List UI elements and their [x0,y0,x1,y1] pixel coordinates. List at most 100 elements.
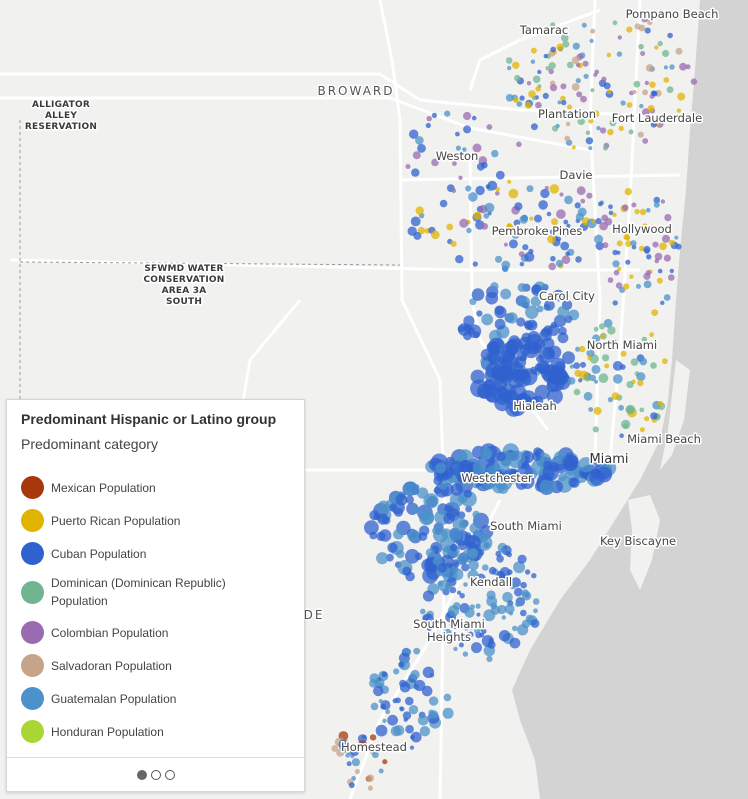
population-dot[interactable] [549,229,555,235]
population-dot[interactable] [472,510,481,519]
population-dot[interactable] [451,568,464,581]
population-dot[interactable] [625,405,634,414]
population-dot[interactable] [564,195,573,205]
population-dot[interactable] [598,323,606,330]
population-dot[interactable] [548,68,554,75]
population-dot[interactable] [457,590,462,595]
population-dot[interactable] [530,59,536,64]
population-dot[interactable] [455,131,460,137]
population-dot[interactable] [466,535,481,550]
population-dot[interactable] [548,262,556,271]
population-dot[interactable] [375,724,388,737]
population-dot[interactable] [562,40,570,48]
population-dot[interactable] [662,49,670,58]
population-dot[interactable] [366,774,375,782]
population-dot[interactable] [380,703,387,710]
population-dot[interactable] [410,735,415,740]
population-dot[interactable] [490,282,499,291]
population-dot[interactable] [419,726,431,737]
population-dot[interactable] [485,291,499,305]
population-dot[interactable] [642,89,649,96]
population-dot[interactable] [457,325,465,333]
population-dot[interactable] [543,53,548,59]
population-dot[interactable] [539,479,555,495]
population-dot[interactable] [496,570,505,579]
population-dot[interactable] [516,317,526,327]
population-dot[interactable] [657,400,663,406]
population-dot[interactable] [426,626,432,631]
population-dot[interactable] [530,47,537,54]
population-dot[interactable] [592,334,601,343]
population-dot[interactable] [509,637,521,649]
population-dot[interactable] [660,199,666,204]
population-dot[interactable] [429,710,439,719]
population-dot[interactable] [435,462,446,474]
population-dot[interactable] [506,312,518,324]
population-dot[interactable] [598,201,603,207]
population-dot[interactable] [618,404,624,411]
population-dot[interactable] [531,573,537,579]
population-dot[interactable] [608,204,613,210]
population-dot[interactable] [518,251,525,257]
population-dot[interactable] [464,625,469,631]
population-dot[interactable] [580,198,586,204]
population-dot[interactable] [540,327,551,338]
population-dot[interactable] [446,223,454,231]
population-dot[interactable] [395,549,405,559]
population-dot[interactable] [390,725,402,737]
population-dot[interactable] [585,130,591,136]
population-dot[interactable] [426,563,438,574]
population-dot[interactable] [505,400,522,417]
population-dot[interactable] [507,65,512,71]
population-dot[interactable] [596,126,601,131]
population-dot[interactable] [512,61,520,69]
population-dot[interactable] [413,647,421,655]
population-dot[interactable] [575,78,581,84]
population-dot[interactable] [650,90,657,96]
population-dot[interactable] [657,268,663,274]
population-dot[interactable] [533,608,538,614]
population-dot[interactable] [653,196,661,204]
population-dot[interactable] [618,125,624,131]
population-dot[interactable] [616,228,623,234]
population-dot[interactable] [544,185,549,191]
population-dot[interactable] [370,702,379,711]
population-dot[interactable] [629,274,634,279]
population-dot[interactable] [495,550,502,557]
population-dot[interactable] [668,239,675,246]
population-dot[interactable] [487,351,501,365]
population-dot[interactable] [638,24,646,32]
population-dot[interactable] [639,407,645,413]
population-dot[interactable] [562,351,575,365]
population-dot[interactable] [540,188,550,199]
population-dot[interactable] [514,74,521,82]
population-dot[interactable] [652,241,659,248]
population-dot[interactable] [433,486,441,494]
population-dot[interactable] [439,199,448,208]
population-dot[interactable] [364,520,379,535]
population-dot[interactable] [524,101,532,109]
population-dot[interactable] [690,78,698,85]
population-dot[interactable] [571,56,580,64]
population-dot[interactable] [468,559,479,571]
population-dot[interactable] [483,609,496,622]
population-dot[interactable] [604,363,610,369]
population-dot[interactable] [369,673,380,683]
population-dot[interactable] [644,80,650,86]
population-dot[interactable] [462,651,469,657]
population-dot[interactable] [513,219,521,227]
population-dot[interactable] [511,230,520,239]
population-dot[interactable] [575,256,582,263]
population-dot[interactable] [587,355,593,361]
population-dot[interactable] [442,628,452,639]
population-dot[interactable] [519,215,528,224]
population-dot[interactable] [358,740,367,749]
population-dot[interactable] [612,20,618,26]
population-dot[interactable] [382,759,388,765]
population-dot[interactable] [515,478,527,490]
population-dot[interactable] [395,697,401,704]
population-dot[interactable] [573,362,581,369]
population-dot[interactable] [381,671,388,678]
population-dot[interactable] [486,124,493,130]
population-dot[interactable] [675,47,683,55]
